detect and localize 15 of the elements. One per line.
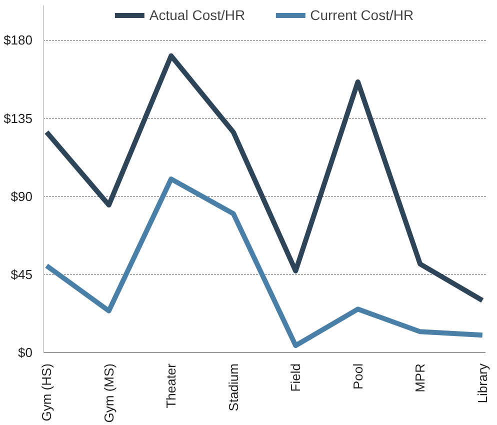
legend-label: Current Cost/HR [310, 7, 414, 23]
x-tick-label: Pool [350, 363, 366, 390]
x-tick-label: Gym (HS) [39, 363, 54, 422]
y-tick-label: $180 [4, 32, 32, 48]
y-tick-label: $90 [10, 188, 33, 204]
y-tick-label: $0 [18, 345, 33, 360]
x-tick-label: Field [288, 363, 304, 392]
x-tick-label: Gym (MS) [101, 363, 116, 423]
legend-label: Actual Cost/HR [149, 7, 246, 23]
x-tick-label: Library [474, 363, 490, 404]
x-tick-label: MPR [412, 364, 428, 392]
y-tick-label: $135 [4, 110, 32, 126]
x-tick-label: Theater [164, 362, 179, 408]
x-tick-label: Stadium [226, 363, 241, 412]
y-tick-label: $45 [10, 266, 33, 282]
